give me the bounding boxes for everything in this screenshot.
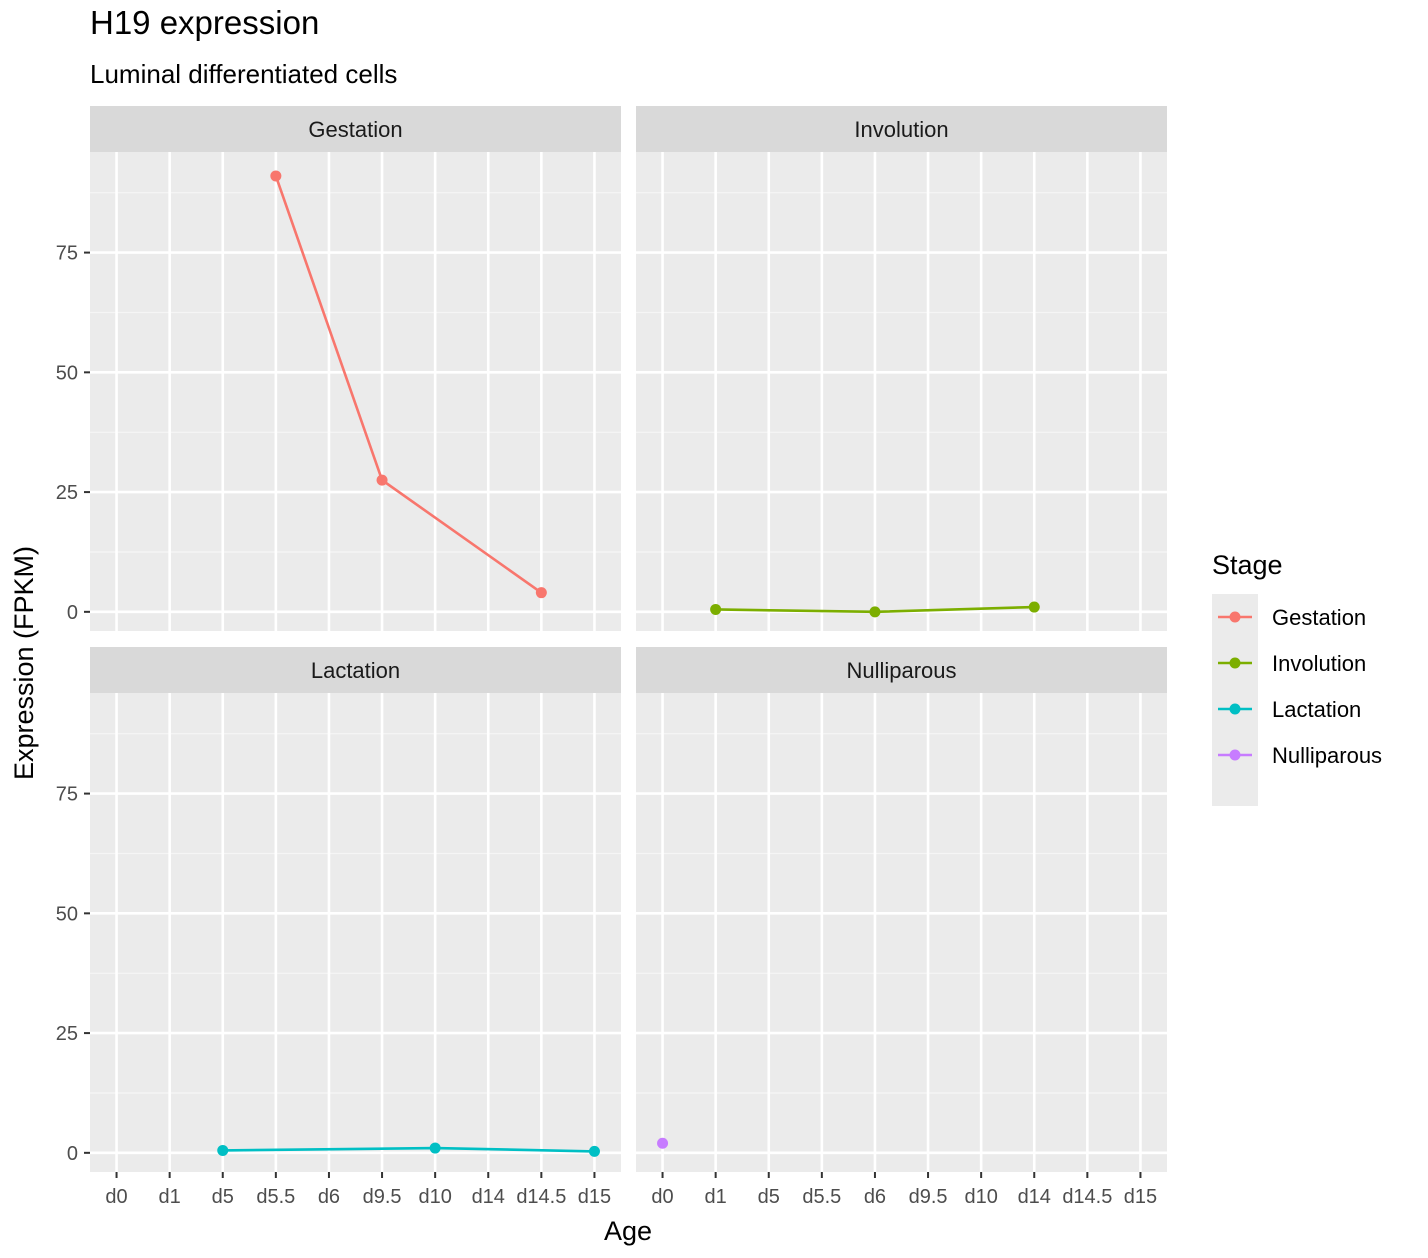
legend-key-point — [1229, 703, 1241, 715]
chart-subtitle: Luminal differentiated cells — [90, 59, 397, 89]
legend-label: Lactation — [1272, 697, 1361, 722]
x-tick-label: d5 — [758, 1186, 780, 1208]
data-point-lactation — [429, 1142, 441, 1154]
facet-strip-label: Lactation — [311, 658, 400, 683]
data-point-involution — [869, 606, 881, 618]
data-point-gestation — [270, 170, 282, 182]
y-tick-label: 75 — [56, 243, 78, 265]
x-tick-label: d6 — [318, 1186, 340, 1208]
y-tick-label: 0 — [67, 602, 78, 624]
panel-background — [636, 693, 1167, 1172]
facet-strip — [636, 647, 1167, 693]
facet-panels: Gestation 0 25 50 75 Involution Lactation 0 25 50… — [56, 106, 1167, 1208]
facet-strip — [90, 647, 621, 693]
facet-panel-nulliparous: Nulliparous d0 d1 d5 d5.5 d6 d9.5 d10 d14 d14.5 d1… — [636, 647, 1167, 1208]
x-tick-label: d15 — [1124, 1186, 1157, 1208]
y-tick-label: 75 — [56, 784, 78, 806]
legend-key-point — [1229, 611, 1241, 623]
x-tick-label: d14.5 — [1062, 1186, 1112, 1208]
panel-background — [90, 152, 621, 631]
data-point-gestation — [535, 587, 547, 599]
legend-title: Stage — [1212, 550, 1283, 580]
y-tick-label: 0 — [67, 1143, 78, 1165]
x-tick-label: d14 — [1018, 1186, 1051, 1208]
x-tick-label: d1 — [159, 1186, 181, 1208]
legend-label: Gestation — [1272, 605, 1366, 630]
x-tick-label: d15 — [578, 1186, 611, 1208]
facet-panel-involution: Involution — [636, 106, 1167, 631]
x-tick-label: d5.5 — [256, 1186, 295, 1208]
x-tick-label: d9.5 — [909, 1186, 948, 1208]
data-point-lactation — [217, 1144, 229, 1156]
x-tick-label: d0 — [651, 1186, 673, 1208]
y-tick-label: 50 — [56, 362, 78, 384]
legend-entry-gestation: Gestation — [1218, 605, 1366, 630]
chart-title: H19 expression — [90, 4, 319, 41]
legend-entry-lactation: Lactation — [1218, 697, 1361, 722]
y-tick-label: 25 — [56, 482, 78, 504]
data-point-lactation — [588, 1145, 600, 1157]
facet-strip-label: Nulliparous — [846, 658, 956, 683]
x-axis-title: Age — [604, 1216, 652, 1246]
facet-strip — [636, 106, 1167, 152]
legend-entry-involution: Involution — [1218, 651, 1366, 676]
x-tick-label: d14 — [472, 1186, 505, 1208]
data-point-gestation — [376, 474, 388, 486]
x-tick-label: d6 — [864, 1186, 886, 1208]
legend-key-point — [1229, 657, 1241, 669]
x-tick-label: d14.5 — [516, 1186, 566, 1208]
facet-strip-label: Gestation — [308, 117, 402, 142]
panel-background — [636, 152, 1167, 631]
y-tick-label: 25 — [56, 1023, 78, 1045]
data-point-involution — [710, 603, 722, 615]
legend-label: Nulliparous — [1272, 743, 1382, 768]
legend: Stage Gestation Involution Lactation Nullip… — [1212, 550, 1382, 806]
legend-entry-nulliparous: Nulliparous — [1218, 743, 1382, 768]
data-point-nulliparous — [657, 1137, 669, 1149]
y-tick-label: 50 — [56, 903, 78, 925]
facet-panel-lactation: Lactation 0 25 50 75 d0 d1 d5 d5.5 d6 d9.5 d10 d14 d1… — [56, 647, 621, 1208]
x-tick-label: d1 — [705, 1186, 727, 1208]
facet-strip — [90, 106, 621, 152]
x-tick-label: d5 — [212, 1186, 234, 1208]
data-point-involution — [1028, 601, 1040, 613]
facet-panel-gestation: Gestation 0 25 50 75 — [56, 106, 621, 631]
legend-label: Involution — [1272, 651, 1366, 676]
x-tick-label: d0 — [105, 1186, 127, 1208]
panel-background — [90, 693, 621, 1172]
legend-background — [1212, 594, 1258, 806]
facet-strip-label: Involution — [854, 117, 948, 142]
x-tick-label: d10 — [964, 1186, 997, 1208]
x-tick-label: d10 — [418, 1186, 451, 1208]
x-tick-label: d9.5 — [363, 1186, 402, 1208]
legend-key-point — [1229, 749, 1241, 761]
y-axis-title: Expression (FPKM) — [9, 546, 39, 780]
x-tick-label: d5.5 — [802, 1186, 841, 1208]
